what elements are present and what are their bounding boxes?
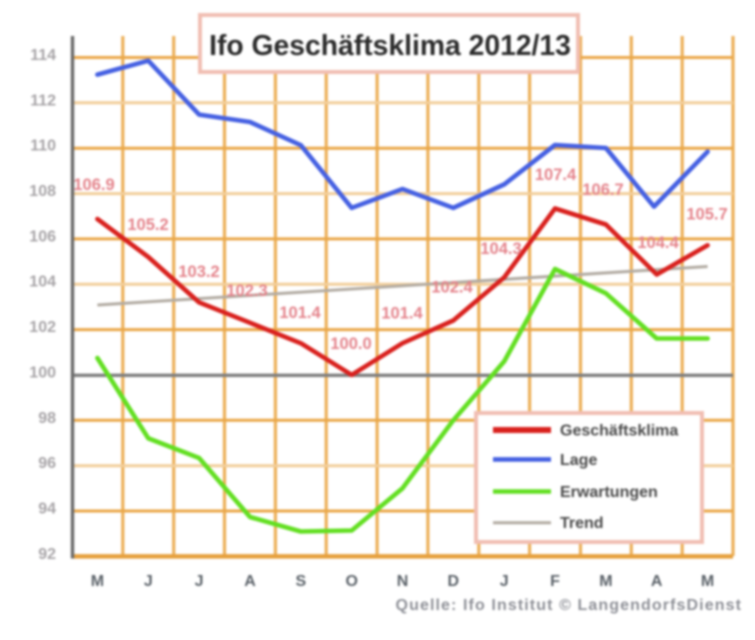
svg-text:J: J (500, 573, 509, 590)
svg-text:103.2: 103.2 (178, 263, 219, 281)
svg-text:F: F (550, 573, 560, 590)
svg-text:J: J (195, 573, 204, 590)
svg-text:N: N (397, 573, 409, 590)
svg-text:106: 106 (29, 228, 56, 245)
svg-text:94: 94 (38, 501, 56, 518)
svg-text:98: 98 (38, 410, 56, 427)
svg-text:112: 112 (30, 92, 56, 109)
svg-text:108: 108 (29, 183, 56, 200)
svg-text:A: A (651, 573, 663, 590)
svg-text:M: M (599, 573, 612, 590)
svg-text:102: 102 (29, 319, 56, 336)
svg-text:105.2: 105.2 (127, 216, 168, 234)
svg-text:101.4: 101.4 (381, 305, 423, 323)
svg-text:110: 110 (30, 138, 56, 155)
svg-text:Ifo Geschäftsklima 2012/13: Ifo Geschäftsklima 2012/13 (209, 29, 571, 61)
svg-text:107.4: 107.4 (535, 166, 577, 184)
svg-text:102.4: 102.4 (431, 279, 473, 297)
svg-text:104: 104 (29, 274, 56, 291)
svg-text:102.3: 102.3 (226, 282, 267, 300)
svg-text:101.4: 101.4 (279, 304, 321, 322)
svg-text:106.7: 106.7 (582, 181, 623, 199)
svg-text:104.3: 104.3 (480, 240, 521, 258)
svg-text:Geschäftsklima: Geschäftsklima (560, 423, 678, 440)
svg-text:M: M (701, 573, 714, 590)
svg-text:92: 92 (38, 546, 56, 563)
svg-text:96: 96 (38, 455, 56, 472)
svg-text:Quelle: Ifo Institut © Langend: Quelle: Ifo Institut © LangendorfsDienst (396, 597, 742, 614)
svg-text:Trend: Trend (560, 515, 604, 532)
svg-text:105.7: 105.7 (686, 206, 727, 224)
svg-text:D: D (448, 573, 460, 590)
svg-text:O: O (345, 573, 357, 590)
svg-text:A: A (244, 573, 256, 590)
svg-text:M: M (91, 573, 104, 590)
svg-text:106.9: 106.9 (73, 176, 114, 194)
svg-text:J: J (144, 573, 153, 590)
svg-text:Erwartungen: Erwartungen (560, 484, 658, 501)
svg-text:104.4: 104.4 (637, 234, 679, 252)
svg-text:114: 114 (30, 47, 56, 64)
svg-text:Lage: Lage (560, 452, 597, 469)
svg-text:100: 100 (29, 364, 56, 381)
svg-text:S: S (295, 573, 306, 590)
svg-text:100.0: 100.0 (330, 335, 371, 353)
